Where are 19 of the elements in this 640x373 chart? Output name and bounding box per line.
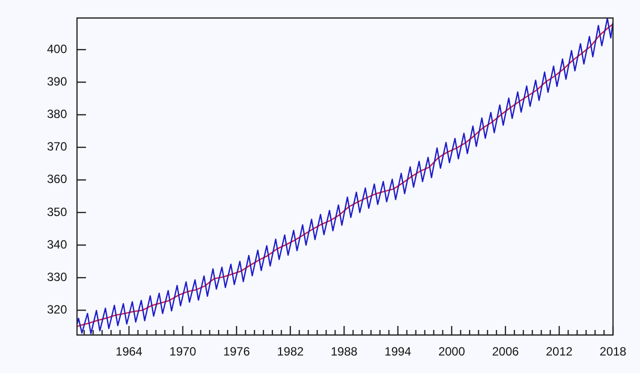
y-tick-label: 350 xyxy=(46,204,68,219)
x-tick-label: 1982 xyxy=(276,344,304,359)
x-tick-label: 1976 xyxy=(223,344,250,359)
y-tick-label: 330 xyxy=(46,270,68,284)
x-tick-label: 2006 xyxy=(492,344,520,359)
x-tick-label: 2000 xyxy=(438,344,466,359)
x-tick-label: 1970 xyxy=(169,344,196,359)
y-tick-label: 360 xyxy=(46,172,68,186)
x-tick-label: 1988 xyxy=(330,344,358,359)
x-tick-label: 1994 xyxy=(384,344,412,359)
y-tick-label: 390 xyxy=(46,74,68,88)
y-tick-label: 380 xyxy=(46,107,68,122)
y-tick-label: 370 xyxy=(46,140,68,154)
y-tick-label: 340 xyxy=(46,237,68,252)
y-tick-label: 400 xyxy=(46,42,68,56)
x-tick-label: 2018 xyxy=(600,344,627,359)
x-tick-label: 1964 xyxy=(116,344,143,359)
y-tick-label: 320 xyxy=(46,302,68,317)
x-tick-label: 2012 xyxy=(546,344,573,359)
